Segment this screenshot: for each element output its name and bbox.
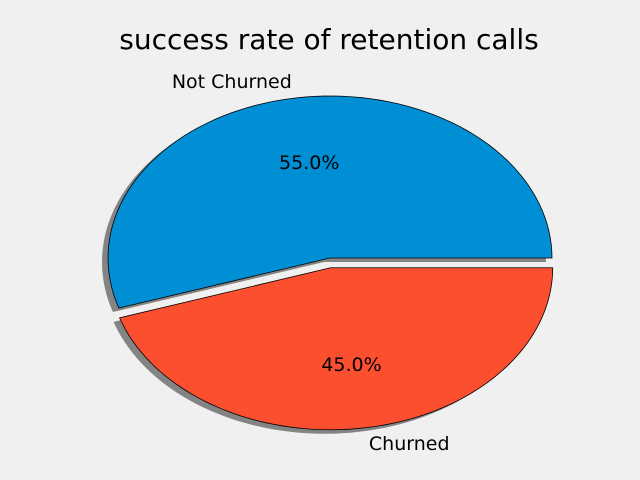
slice-layer (107, 95, 554, 431)
pie-slice-churned (118, 267, 554, 431)
slice-label-churned: Churned (369, 433, 450, 455)
text-layer: Not Churned 55.0% Churned 45.0% (172, 71, 450, 455)
slice-label-not-churned: Not Churned (172, 71, 292, 93)
pie-slice-not-churned (107, 95, 553, 309)
slice-pct-label-not-churned: 55.0% (279, 152, 339, 174)
chart-title: success rate of retention calls (119, 23, 538, 56)
slice-pct-label-churned: 45.0% (321, 354, 381, 376)
